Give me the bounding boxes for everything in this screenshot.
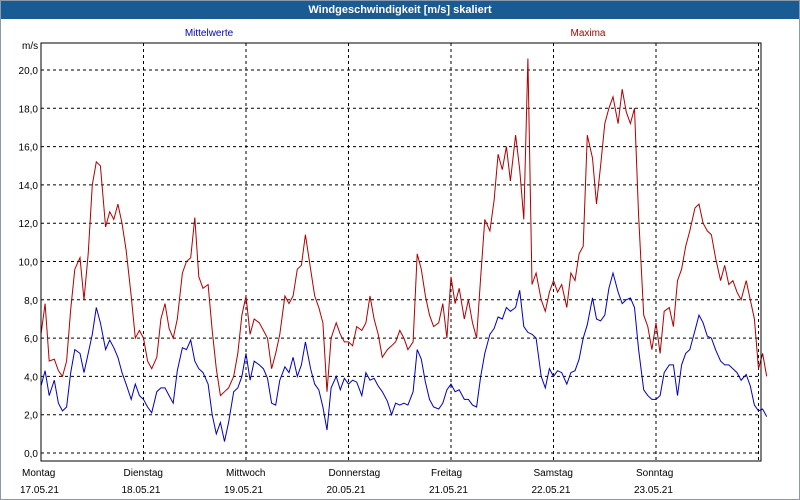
x-tick-date-label: 22.05.21 [532, 485, 571, 496]
x-tick-date-label: 20.05.21 [327, 485, 366, 496]
grid [41, 43, 761, 461]
y-tick-label: 16,0 [19, 143, 39, 154]
x-tick-date-label: 23.05.21 [634, 485, 673, 496]
x-tick-day-label: Samstag [534, 468, 573, 479]
x-tick-date-label: 21.05.21 [429, 485, 468, 496]
x-tick-date-label: 17.05.21 [20, 485, 59, 496]
y-tick-label: 12,0 [19, 219, 39, 230]
y-tick-label: 2,0 [24, 411, 38, 422]
y-tick-label: 14,0 [19, 181, 39, 192]
y-tick-label: 0,0 [24, 449, 38, 460]
x-tick-date-label: 18.05.21 [122, 485, 161, 496]
x-tick-day-label: Mittwoch [226, 468, 265, 479]
legend-max: Maxima [570, 28, 605, 39]
y-tick-label: 18,0 [19, 104, 39, 115]
series-lines [40, 58, 768, 442]
series-line-max [40, 58, 768, 397]
y-tick-label: 8,0 [24, 296, 38, 307]
y-tick-label: 20,0 [19, 66, 39, 77]
y-axis-unit-label: m/s [22, 41, 38, 52]
series-line-mean [40, 271, 768, 442]
x-tick-day-label: Dienstag [124, 468, 163, 479]
x-tick-day-label: Montag [22, 468, 55, 479]
legend-mean: Mittelwerte [185, 28, 234, 39]
plot-area-border [40, 42, 762, 462]
y-tick-label: 4,0 [24, 372, 38, 383]
x-axis: Montag 17.05.21 Dienstag 18.05.21 Mittwoch 19… [20, 468, 673, 496]
x-tick-day-label: Sonntag [636, 468, 673, 479]
y-tick-label: 6,0 [24, 334, 38, 345]
y-axis: 0,0 2,0 4,0 6,0 8,0 10,0 12,0 14,0 16,0 18,0 20,0 [19, 66, 39, 460]
x-tick-day-label: Freitag [431, 468, 462, 479]
x-tick-date-label: 19.05.21 [224, 485, 263, 496]
y-tick-label: 10,0 [19, 258, 39, 269]
chart-title: Windgeschwindigkeit [m/s] skaliert [1, 1, 799, 19]
x-tick-day-label: Donnerstag [329, 468, 381, 479]
